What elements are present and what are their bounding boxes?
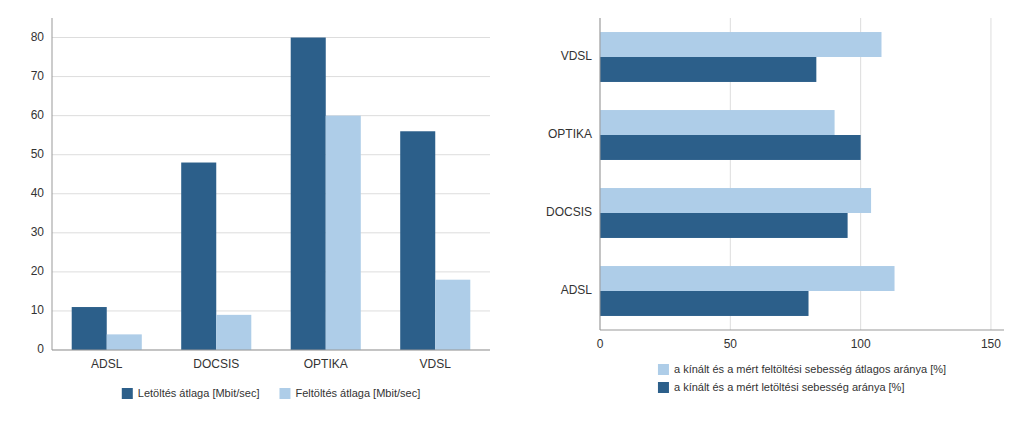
- y-tick-label: OPTIKA: [548, 127, 592, 141]
- x-tick-label: ADSL: [91, 357, 123, 371]
- y-tick-label: 80: [31, 30, 45, 44]
- chart-right: 0 50 100 150 ADSL DOCSIS OPTIKA VDSL a kínált és…: [546, 18, 1004, 393]
- legend-label: Letöltés átlaga [Mbit/sec]: [138, 387, 260, 399]
- legend-swatch: [122, 388, 133, 399]
- x-tick-label: 150: [981, 337, 1001, 351]
- x-tick-label: 0: [597, 337, 604, 351]
- legend-label: a kínált és a mért feltöltési sebesség á…: [674, 363, 946, 375]
- y-tick-label: 70: [31, 69, 45, 83]
- grid-line: [600, 18, 601, 330]
- bar: [291, 38, 326, 350]
- bar: [600, 110, 835, 135]
- bar: [600, 57, 816, 82]
- y-tick-label: 30: [31, 225, 45, 239]
- x-axis-line: [52, 350, 490, 351]
- y-tick-label: 0: [37, 342, 44, 356]
- y-tick-label: 60: [31, 108, 45, 122]
- bar: [181, 163, 216, 350]
- legend-item: a kínált és a mért letöltési sebesség ar…: [658, 381, 905, 393]
- bar: [216, 315, 251, 350]
- bar: [326, 116, 361, 350]
- x-tick-label: 100: [851, 337, 871, 351]
- grid-line: [52, 37, 490, 38]
- legend: Letöltés átlaga [Mbit/sec] Feltöltés átla…: [122, 387, 420, 399]
- x-tick-label: 50: [724, 337, 738, 351]
- bar: [435, 280, 470, 350]
- x-axis-line: [600, 330, 1004, 331]
- legend-swatch: [658, 382, 669, 393]
- grid-line: [52, 350, 490, 351]
- bar: [600, 32, 881, 57]
- bar: [72, 307, 107, 350]
- bar: [400, 131, 435, 350]
- x-tick-label: OPTIKA: [304, 357, 348, 371]
- grid-line: [52, 115, 490, 116]
- bar: [107, 334, 142, 350]
- chart-canvas: 0 10 20 30 40 50 60 70 80 ADSL DOCSIS OPTIKA VDSL Let…: [0, 0, 1024, 447]
- y-tick-label: DOCSIS: [546, 205, 592, 219]
- x-tick-label: VDSL: [420, 357, 452, 371]
- legend-item: Feltöltés átlaga [Mbit/sec]: [279, 387, 420, 399]
- legend-item: Letöltés átlaga [Mbit/sec]: [122, 387, 260, 399]
- y-tick-label: 50: [31, 147, 45, 161]
- legend-swatch: [658, 364, 669, 375]
- y-tick-label: VDSL: [561, 49, 593, 63]
- bars: [72, 38, 471, 350]
- grid-line: [52, 76, 490, 77]
- y-tick-label: 20: [31, 264, 45, 278]
- legend: a kínált és a mért feltöltési sebesség á…: [658, 363, 946, 393]
- bar: [600, 266, 895, 291]
- legend-item: a kínált és a mért feltöltési sebesség á…: [658, 363, 946, 375]
- legend-swatch: [279, 388, 290, 399]
- y-axis-line: [52, 18, 53, 350]
- chart-left: 0 10 20 30 40 50 60 70 80 ADSL DOCSIS OPTIKA VDSL Let…: [31, 18, 490, 399]
- y-tick-label: 10: [31, 303, 45, 317]
- legend-label: a kínált és a mért letöltési sebesség ar…: [674, 381, 905, 393]
- y-tick-label: ADSL: [561, 283, 593, 297]
- y-axis-line: [600, 18, 601, 330]
- grid-line: [990, 18, 991, 330]
- legend-label: Feltöltés átlaga [Mbit/sec]: [295, 387, 420, 399]
- y-tick-label: 40: [31, 186, 45, 200]
- x-tick-label: DOCSIS: [193, 357, 239, 371]
- bar: [600, 188, 871, 213]
- bar: [600, 291, 809, 316]
- bar: [600, 213, 848, 238]
- bar: [600, 135, 861, 160]
- bars: [600, 32, 895, 316]
